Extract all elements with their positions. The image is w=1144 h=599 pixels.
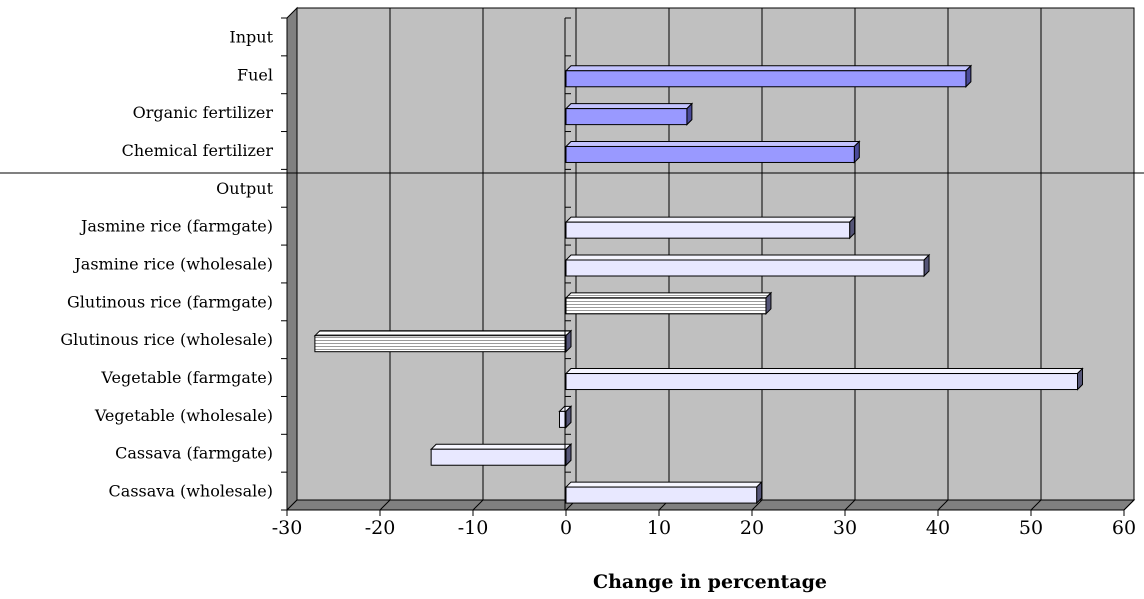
gridline-floor	[844, 499, 856, 511]
category-label: Cassava (farmgate)	[115, 444, 273, 463]
side-wall	[286, 6, 298, 512]
category-label: Chemical fertilizer	[122, 141, 274, 160]
gridline-floor	[1123, 499, 1135, 511]
bar-front-face	[430, 448, 567, 466]
bar-top-face	[429, 443, 573, 450]
bar-top-face	[564, 481, 763, 488]
x-tick-label: 30	[833, 517, 857, 539]
value-axis: -30 -20 -10 0 10 20 30 40 50 60	[272, 509, 1136, 539]
category-label: Cassava (wholesale)	[109, 482, 273, 501]
bar-front-face	[565, 221, 851, 239]
bar-top-face	[564, 65, 973, 72]
gridline-floor	[751, 499, 763, 511]
bar-front-face	[565, 486, 758, 504]
x-tick-label: 10	[647, 517, 671, 539]
bar-front-face	[565, 108, 688, 126]
bar	[564, 291, 773, 316]
bar	[564, 102, 694, 126]
bar	[564, 64, 973, 88]
bar-front-face	[565, 70, 967, 88]
category-label: Jasmine rice (wholesale)	[72, 255, 273, 274]
category-label: Vegetable (farmgate)	[100, 368, 273, 387]
category-label: Vegetable (wholesale)	[94, 406, 273, 425]
gridline-floor	[379, 499, 391, 511]
category-label: Organic fertilizer	[133, 103, 274, 122]
category-label: Glutinous rice (wholesale)	[60, 330, 273, 349]
bar-top-face	[564, 103, 694, 110]
x-tick-label: 50	[1019, 517, 1043, 539]
gridlines	[379, 8, 1135, 511]
bar	[429, 443, 573, 467]
gridline-floor	[472, 499, 484, 511]
bar-top-face	[564, 216, 856, 223]
bar	[313, 329, 573, 353]
bar-front-face	[565, 373, 1078, 391]
bar-top-face	[564, 254, 931, 261]
x-tick-label: -20	[365, 517, 396, 539]
bar-top-face	[564, 292, 773, 299]
gridline-floor	[937, 499, 949, 511]
bar-top-face	[313, 330, 573, 337]
x-axis-title: Change in percentage	[593, 571, 827, 593]
bar	[564, 215, 856, 240]
x-tick-label: 20	[740, 517, 764, 539]
gridline-floor	[1030, 499, 1042, 511]
bar-front-face	[314, 335, 567, 353]
category-axis: Input Fuel Organic fertilizer Chemical fert…	[60, 17, 571, 511]
category-label: Fuel	[237, 65, 273, 84]
bar-front-face	[558, 410, 567, 428]
bars	[313, 64, 1084, 505]
plot-background	[296, 7, 1135, 501]
bar-top-face	[564, 368, 1084, 375]
bar-front-face	[565, 297, 767, 315]
x-tick-label: -10	[458, 517, 489, 539]
x-tick-label: 0	[560, 517, 572, 539]
category-label: Output	[216, 179, 273, 198]
bar	[564, 140, 861, 164]
bar	[564, 480, 763, 505]
bar-top-face	[564, 140, 861, 147]
bar	[564, 253, 931, 278]
category-label: Glutinous rice (farmgate)	[67, 292, 273, 311]
x-tick-label: -30	[272, 517, 303, 539]
x-tick-label: 40	[926, 517, 950, 539]
category-label: Input	[229, 27, 273, 46]
bar-front-face	[565, 259, 925, 277]
bar-front-face	[565, 145, 855, 163]
bar	[564, 367, 1084, 391]
category-label: Jasmine rice (farmgate)	[79, 217, 273, 236]
x-tick-label: 60	[1112, 517, 1136, 539]
